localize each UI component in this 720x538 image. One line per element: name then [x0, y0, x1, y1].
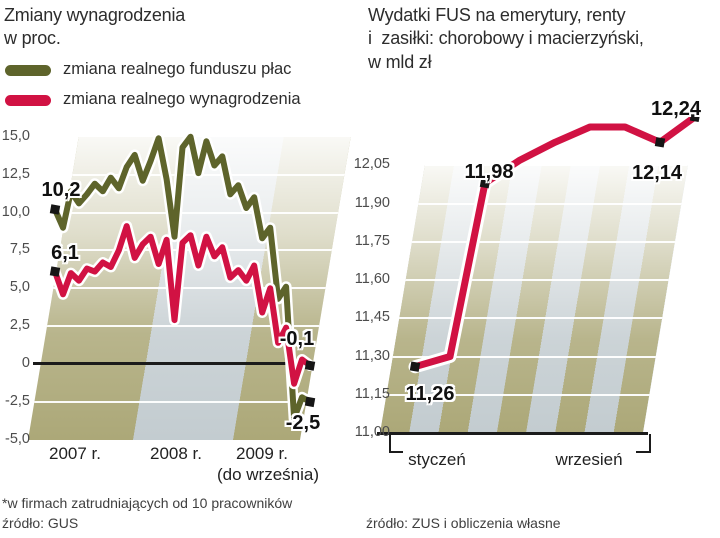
gridline — [399, 317, 663, 320]
styczen-bracket — [389, 434, 403, 453]
x-label-styczen: styczeń — [408, 450, 466, 469]
x-label-wrzesien: wrzesień — [555, 450, 623, 469]
data-label: 11,26 — [405, 382, 455, 405]
left-chart-title: Zmiany wynagrodzenia w proc. — [4, 4, 185, 51]
gridline — [53, 287, 326, 290]
data-label: 12,14 — [631, 162, 683, 185]
gridline — [405, 279, 669, 281]
right-chart-title-line3: w mld zł — [368, 51, 432, 72]
data-label: -0,1 — [279, 327, 315, 350]
right-x-axis-line — [377, 432, 648, 435]
y-tick-label: 5,0 — [9, 279, 30, 296]
y-tick-label: 11,90 — [354, 194, 390, 211]
y-tick-label: 11,60 — [354, 271, 390, 287]
y-tick-label: 11,75 — [354, 232, 390, 249]
data-label: 12,24 — [650, 97, 702, 120]
right-chart-title: Wydatki FUS na emerytury, renty i zasiłk… — [368, 4, 644, 74]
gridline — [46, 325, 320, 328]
y-tick-label: 11,45 — [354, 309, 390, 326]
data-label: 11,98 — [464, 161, 514, 184]
legend-label-fundusz: zmiana realnego funduszu płac — [63, 60, 292, 78]
gridline — [72, 173, 345, 176]
y-tick-label: 11,00 — [354, 424, 390, 440]
y-tick-label: 0 — [21, 355, 30, 371]
x-label-2007: 2007 r. — [49, 444, 101, 463]
legend-label-wynagrodzenie: zmiana realnego wynagrodzenia — [63, 90, 301, 108]
y-tick-label: 7,5 — [9, 241, 30, 258]
data-point-marker — [49, 204, 61, 215]
y-tick-label: 12,05 — [353, 156, 390, 173]
left-chart-title-line1: Zmiany wynagrodzenia — [4, 5, 186, 25]
y-tick-label: 2,5 — [9, 317, 30, 334]
right-chart-title-line2: i zasiłki: chorobowy i macierzyński, — [368, 28, 644, 49]
data-point-marker — [654, 137, 666, 148]
right-chart-title-line1: Wydatki FUS na emerytury, renty — [368, 5, 626, 25]
y-tick-label: -5,0 — [5, 430, 30, 447]
x-label-2008: 2008 r. — [150, 444, 202, 463]
left-chart-footnote: *w firmach zatrudniających od 10 pracown… — [2, 495, 293, 511]
zero-axis-line — [33, 362, 313, 365]
wrzesien-bracket — [636, 434, 651, 453]
x-label-2009-note: (do września) — [216, 465, 320, 484]
y-tick-label: 10,0 — [1, 203, 30, 220]
gridline — [59, 249, 332, 252]
gridline — [411, 240, 676, 243]
x-label-2009: 2009 r. — [236, 444, 288, 463]
data-label: -2,5 — [285, 411, 321, 434]
gridline — [34, 400, 307, 403]
data-label: 10,2 — [41, 179, 81, 202]
gridline — [65, 211, 339, 214]
y-tick-label: 12,5 — [1, 165, 30, 182]
y-tick-label: 11,15 — [354, 385, 390, 402]
gridline — [418, 202, 682, 205]
y-tick-label: -2,5 — [5, 392, 30, 409]
data-label: 6,1 — [51, 241, 79, 264]
left-chart-source: źródło: GUS — [2, 515, 79, 531]
y-tick-label: 15,0 — [1, 127, 30, 144]
left-chart-title-line2: w proc. — [4, 28, 61, 49]
gridline — [392, 355, 656, 358]
y-tick-label: 11,30 — [354, 347, 390, 364]
legend-swatch-wynagrodzenie-icon — [5, 95, 51, 106]
legend-swatch-fundusz-icon — [5, 65, 51, 76]
right-chart-source: źródło: ZUS i obliczenia własne — [366, 515, 561, 531]
